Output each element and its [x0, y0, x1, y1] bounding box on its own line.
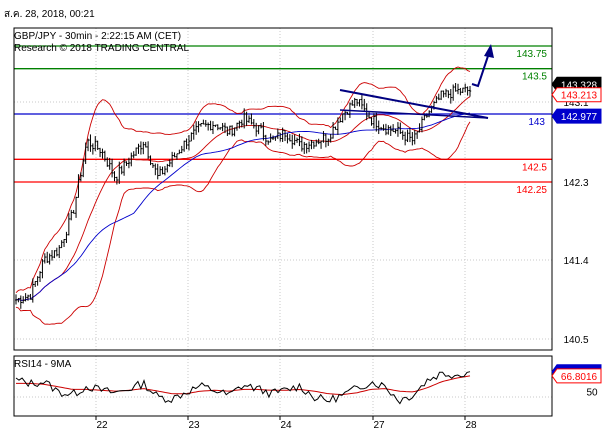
- level-label: 143.75: [516, 49, 547, 60]
- bollinger-middle: [15, 96, 471, 301]
- level-label: 142.5: [522, 162, 547, 173]
- rsi-tag-label: 66.8016: [561, 372, 598, 383]
- y-tick-label: 142.3: [563, 178, 588, 189]
- price-tag-label: 143.213: [561, 91, 598, 102]
- y-tick-label: 143.1: [563, 98, 588, 109]
- y-tick-label: 141.4: [563, 256, 588, 267]
- price-tag-label: 143.328: [561, 80, 598, 91]
- x-tick-label: 23: [188, 420, 200, 431]
- rsi-panel: 5071.690366.8016: [15, 364, 602, 405]
- trend-line-upper: [339, 89, 489, 119]
- moving-average: [15, 112, 471, 301]
- candles: [15, 83, 472, 309]
- trend-line-lower: [339, 109, 489, 119]
- rsi-tick-label: 50: [586, 387, 598, 398]
- bollinger-lower: [15, 121, 471, 325]
- x-tick-label: 27: [373, 420, 385, 431]
- level-label: 143: [528, 117, 545, 128]
- rsi-line: [15, 371, 471, 405]
- price-tag: [551, 87, 602, 103]
- x-tick-label: 22: [96, 420, 108, 431]
- level-label: 143.5: [522, 72, 547, 83]
- level-label: 142.25: [516, 185, 547, 196]
- level-lines: 143.75 143.5 143 142.5 142.25: [14, 45, 552, 196]
- rsi-ma-line: [16, 375, 471, 396]
- x-tick-label: 24: [280, 420, 292, 431]
- plot-frame: [13, 27, 553, 351]
- x-tick-label: 28: [465, 420, 477, 431]
- chart-title: GBP/JPY - 30min - 2:22:15 AM (CET): [14, 31, 182, 42]
- trend-lines: [339, 44, 494, 119]
- projection-arrow: [471, 49, 491, 88]
- axes: 143.1 142.3 141.4 140.5 22 23 24 27 28: [13, 27, 589, 431]
- projection-arrow-head: [484, 44, 494, 58]
- bollinger-upper: [15, 66, 471, 294]
- rsi-title: RSI14 - 9MA: [14, 359, 72, 370]
- grid-lines: [14, 28, 552, 416]
- rsi-tag: [551, 368, 602, 384]
- price-tag: [551, 108, 602, 124]
- y-tick-label: 140.5: [563, 335, 588, 346]
- bollinger-bands: [15, 66, 471, 325]
- date-stamp: ส.ค. 28, 2018, 00:21: [4, 9, 95, 20]
- price-tag-label: 142.977: [561, 112, 598, 123]
- chart-copyright: Research © 2018 TRADING CENTRAL: [14, 43, 190, 54]
